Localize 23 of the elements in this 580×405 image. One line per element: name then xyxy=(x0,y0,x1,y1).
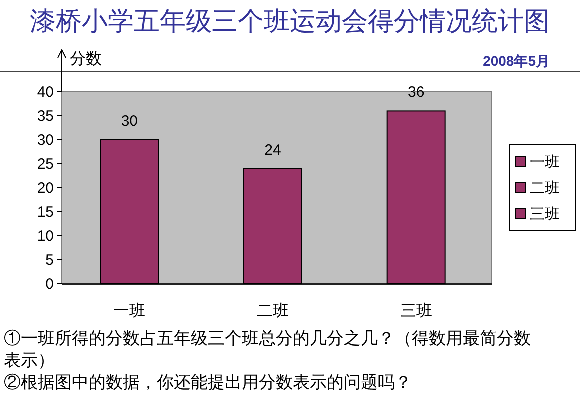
data-label: 30 xyxy=(121,113,138,130)
y-tick-label: 10 xyxy=(37,228,54,245)
y-tick-label: 40 xyxy=(37,84,54,101)
x-tick-label: 三班 xyxy=(400,302,432,320)
legend-label: 一班 xyxy=(530,154,560,171)
x-tick-label: 二班 xyxy=(257,302,289,320)
data-label: 24 xyxy=(264,142,282,159)
y-tick-label: 5 xyxy=(46,252,54,269)
legend-label: 二班 xyxy=(530,180,560,197)
text: ①一班所得的分数占五年级三个班总分的几分之几？（得数用最简分数表示） xyxy=(4,328,532,372)
chart-subtitle: 2008年5月 xyxy=(483,53,550,69)
y-tick-label: 20 xyxy=(37,180,54,197)
x-tick-label: 一班 xyxy=(114,302,146,320)
y-tick-label: 35 xyxy=(37,108,54,125)
y-tick-label: 0 xyxy=(46,276,54,293)
chart-title: 漆桥小学五年级三个班运动会得分情况统计图 xyxy=(30,7,550,36)
y-tick-label: 30 xyxy=(37,132,54,149)
text: ②根据图中的数据，你还能提出用分数表示的问题吗？ xyxy=(4,372,413,394)
y-tick-label: 15 xyxy=(37,204,54,221)
y-axis-title: 分数 xyxy=(70,51,102,68)
y-tick-label: 25 xyxy=(37,156,54,173)
legend-label: 三班 xyxy=(530,206,560,223)
data-label: 36 xyxy=(408,84,425,102)
